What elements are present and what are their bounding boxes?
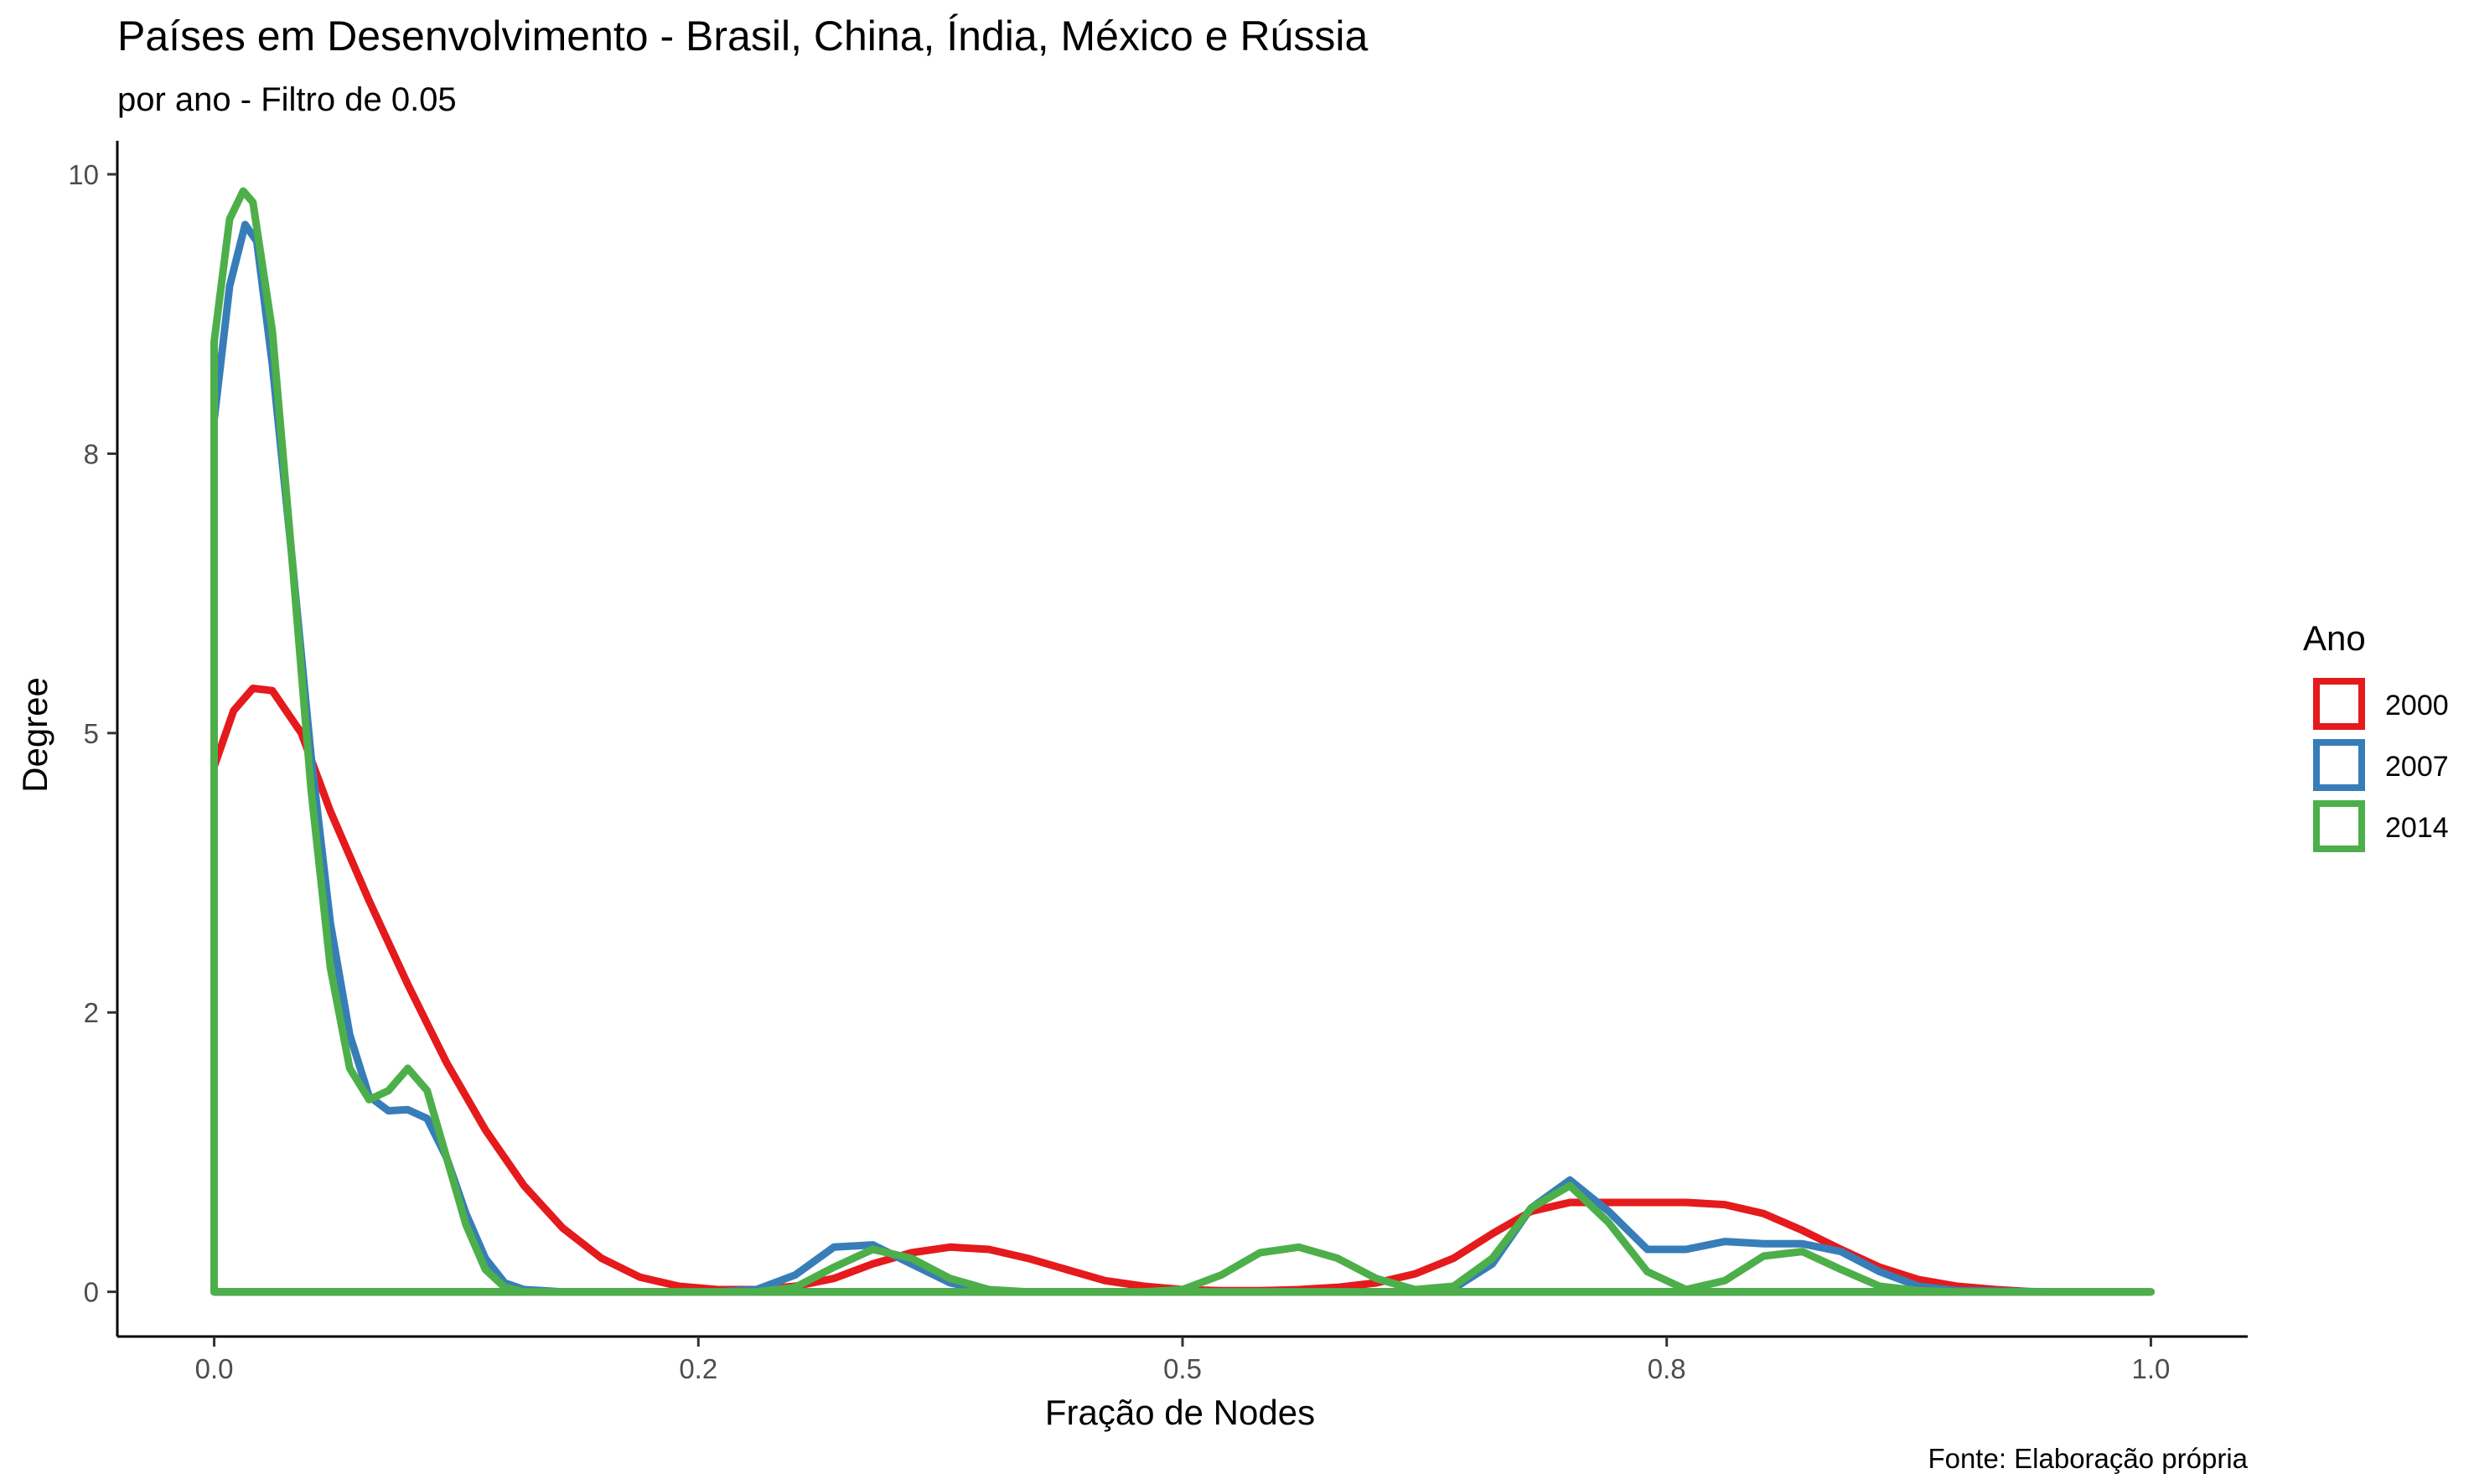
legend-key-2000	[2313, 678, 2365, 730]
legend-key-2014	[2313, 800, 2365, 852]
series-line-2014	[210, 187, 2155, 1296]
y-tick-label: 5	[84, 718, 99, 749]
y-tick-label: 2	[84, 997, 99, 1028]
y-axis-title: Degree	[15, 677, 54, 793]
chart-subtitle: por ano - Filtro de 0.05	[117, 81, 457, 118]
x-tick-label: 1.0	[2132, 1353, 2171, 1384]
y-tick-label: 0	[84, 1277, 99, 1308]
axes: 0.0 0.2 0.5 0.8 1.0 0 2 5 8 10	[68, 141, 2248, 1384]
chart-title: Países em Desenvolvimento - Brasil, Chin…	[117, 13, 1368, 59]
plot-lines	[210, 187, 2155, 1296]
legend-label-2014: 2014	[2385, 812, 2449, 844]
legend-key-2007	[2313, 739, 2365, 791]
series-line-2007	[210, 220, 2155, 1296]
x-tick-label: 0.5	[1163, 1353, 1202, 1384]
chart-caption: Fonte: Elaboração própria	[1928, 1443, 2248, 1474]
x-tick-label: 0.2	[679, 1353, 717, 1384]
x-tick-label: 0.0	[195, 1353, 234, 1384]
y-tick-label: 8	[84, 438, 99, 469]
x-tick-label: 0.8	[1648, 1353, 1686, 1384]
legend-label-2000: 2000	[2385, 690, 2449, 721]
legend-label-2007: 2007	[2385, 751, 2449, 783]
legend-title: Ano	[2303, 618, 2366, 658]
x-axis-title: Fração de Nodes	[1045, 1393, 1315, 1432]
legend: Ano 2000 2007 2014	[2303, 618, 2449, 852]
y-tick-label: 10	[68, 159, 99, 190]
